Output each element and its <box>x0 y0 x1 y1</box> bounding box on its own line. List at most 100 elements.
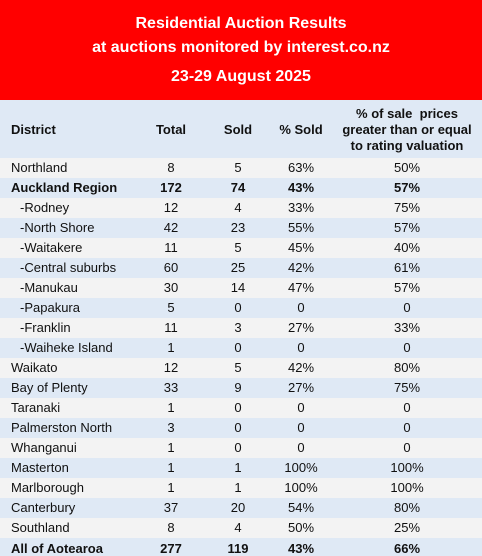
cell-sold: 119 <box>227 540 249 556</box>
cell-pct-sold: 27% <box>287 380 315 395</box>
cell-pct-valuation: 50% <box>393 160 421 175</box>
column-header-pct-sold: % Sold <box>279 121 323 137</box>
table-row: Marlborough 1 1 100% 100% <box>0 478 482 498</box>
cell-total: 33 <box>163 380 179 395</box>
cell-sold: 14 <box>230 280 246 295</box>
table-row: -Rodney 12 4 33% 75% <box>0 198 482 218</box>
cell-district: -Central suburbs <box>20 260 117 275</box>
cell-pct-valuation: 57% <box>393 220 421 235</box>
cell-pct-sold: 50% <box>287 520 315 535</box>
column-header-pct-valuation-line2: greater than or equal <box>342 122 472 137</box>
table-row: Whanganui 1 0 0 0 <box>0 438 482 458</box>
cell-pct-sold: 45% <box>287 240 315 255</box>
cell-pct-sold: 63% <box>287 160 315 175</box>
cell-pct-valuation: 57% <box>393 180 421 195</box>
cell-sold: 5 <box>234 360 242 375</box>
cell-pct-sold: 100% <box>284 460 318 475</box>
table-row: -Central suburbs 60 25 42% 61% <box>0 258 482 278</box>
report-title: Residential Auction Results <box>135 15 347 32</box>
cell-pct-sold: 33% <box>287 200 315 215</box>
cell-pct-sold: 43% <box>287 540 315 556</box>
table-row: -Waiheke Island 1 0 0 0 <box>0 338 482 358</box>
cell-sold: 5 <box>234 160 242 175</box>
column-header-district: District <box>11 121 56 137</box>
cell-pct-valuation: 0 <box>403 340 411 355</box>
cell-sold: 20 <box>230 500 246 515</box>
cell-pct-sold: 0 <box>297 420 305 435</box>
column-header-pct-valuation-line1: % of sale prices <box>356 106 458 121</box>
cell-pct-valuation: 25% <box>393 520 421 535</box>
cell-sold: 1 <box>234 480 242 495</box>
cell-pct-sold: 0 <box>297 300 305 315</box>
cell-pct-sold: 42% <box>287 360 315 375</box>
column-header-pct-valuation-line3: to rating valuation <box>350 138 464 153</box>
cell-pct-sold: 100% <box>284 480 318 495</box>
results-table: District Total Sold % Sold % of sale pri… <box>0 100 482 556</box>
cell-district: Marlborough <box>11 480 84 495</box>
cell-sold: 3 <box>234 320 242 335</box>
cell-sold: 9 <box>234 380 242 395</box>
cell-sold: 4 <box>234 200 242 215</box>
cell-total: 277 <box>160 540 182 556</box>
cell-pct-sold: 42% <box>287 260 315 275</box>
cell-district: -Waiheke Island <box>20 340 113 355</box>
cell-pct-valuation: 80% <box>393 360 421 375</box>
report-header: Residential Auction Results at auctions … <box>0 0 482 100</box>
column-header-pct-valuation: % of sale prices greater than or equal t… <box>332 100 482 158</box>
cell-district: Whanganui <box>11 440 77 455</box>
cell-district: Canterbury <box>11 500 76 515</box>
cell-pct-valuation: 0 <box>403 400 411 415</box>
column-header-total: Total <box>155 121 187 137</box>
table-body: Northland 8 5 63% 50% Auckland Region 172 74 43%… <box>0 158 482 556</box>
cell-pct-sold: 43% <box>287 180 315 195</box>
cell-district: Masterton <box>11 460 69 475</box>
table-row: Masterton 1 1 100% 100% <box>0 458 482 478</box>
cell-sold: 0 <box>234 340 242 355</box>
cell-sold: 23 <box>230 220 246 235</box>
cell-total: 8 <box>167 160 175 175</box>
cell-sold: 1 <box>234 460 242 475</box>
cell-total: 1 <box>167 340 175 355</box>
cell-sold: 0 <box>234 440 242 455</box>
cell-total: 1 <box>167 400 175 415</box>
cell-district: -Papakura <box>20 300 80 315</box>
cell-district: Northland <box>11 160 68 175</box>
cell-district: -North Shore <box>20 220 95 235</box>
cell-district: Southland <box>11 520 70 535</box>
cell-pct-sold: 47% <box>287 280 315 295</box>
table-row: -Waitakere 11 5 45% 40% <box>0 238 482 258</box>
cell-pct-valuation: 33% <box>393 320 421 335</box>
cell-pct-sold: 54% <box>287 500 315 515</box>
cell-pct-sold: 55% <box>287 220 315 235</box>
cell-pct-valuation: 66% <box>393 540 421 556</box>
cell-pct-sold: 0 <box>297 440 305 455</box>
cell-pct-valuation: 0 <box>403 420 411 435</box>
table-row: Northland 8 5 63% 50% <box>0 158 482 178</box>
cell-total: 12 <box>163 200 179 215</box>
cell-total: 5 <box>167 300 175 315</box>
cell-total: 1 <box>167 460 175 475</box>
table-row: Palmerston North 3 0 0 0 <box>0 418 482 438</box>
cell-pct-valuation: 57% <box>393 280 421 295</box>
column-header-sold: Sold <box>223 121 253 137</box>
cell-total: 11 <box>164 240 178 255</box>
table-row: -Manukau 30 14 47% 57% <box>0 278 482 298</box>
cell-pct-valuation: 0 <box>403 300 411 315</box>
cell-pct-valuation: 40% <box>393 240 421 255</box>
cell-sold: 74 <box>230 180 246 195</box>
table-row: -North Shore 42 23 55% 57% <box>0 218 482 238</box>
table-row: All of Aotearoa 277 119 43% 66% <box>0 538 482 556</box>
cell-total: 1 <box>167 480 175 495</box>
cell-district: Palmerston North <box>11 420 113 435</box>
cell-district: Taranaki <box>11 400 61 415</box>
cell-pct-valuation: 0 <box>403 440 411 455</box>
cell-total: 30 <box>163 280 179 295</box>
cell-pct-valuation: 75% <box>393 200 421 215</box>
table-row: Auckland Region 172 74 43% 57% <box>0 178 482 198</box>
cell-district: Waikato <box>11 360 58 375</box>
cell-pct-valuation: 100% <box>390 460 424 475</box>
cell-total: 172 <box>160 180 182 195</box>
table-row: -Papakura 5 0 0 0 <box>0 298 482 318</box>
cell-district: All of Aotearoa <box>11 540 103 556</box>
cell-sold: 0 <box>234 400 242 415</box>
